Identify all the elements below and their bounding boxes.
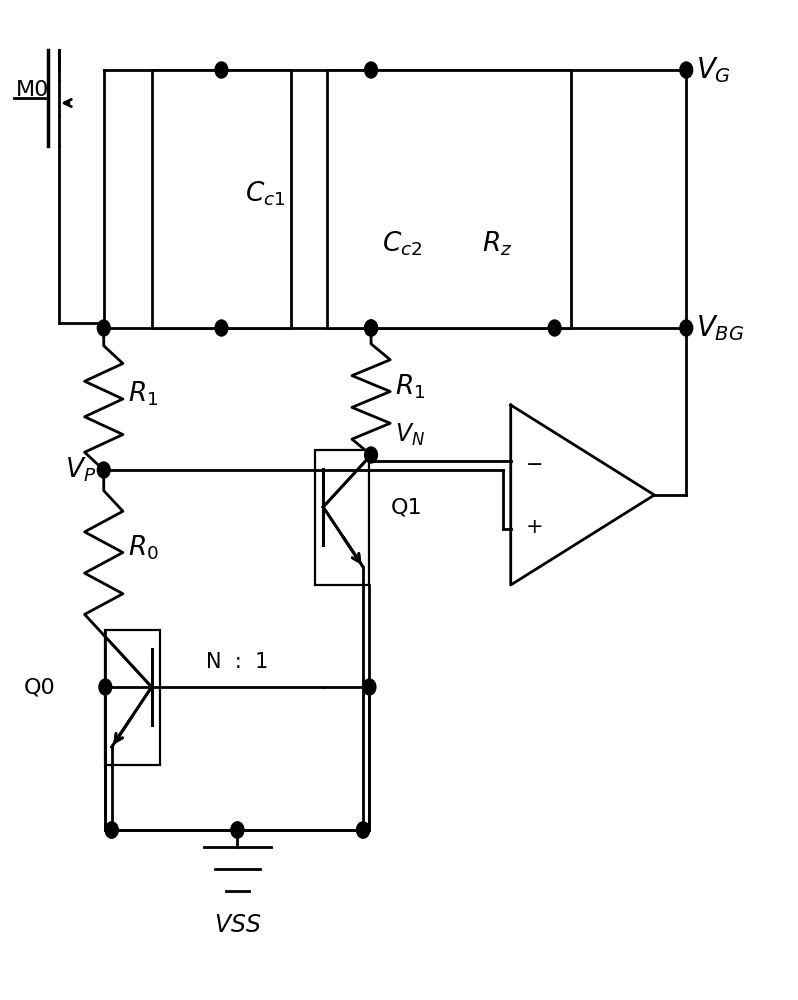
Text: $-$: $-$ — [525, 453, 543, 473]
Circle shape — [365, 447, 377, 463]
Circle shape — [357, 822, 369, 838]
Circle shape — [357, 822, 369, 838]
Text: Q0: Q0 — [24, 677, 56, 697]
Bar — [105, 630, 160, 765]
Bar — [315, 450, 369, 585]
Circle shape — [215, 62, 227, 78]
Text: $V_P$: $V_P$ — [65, 456, 96, 484]
Text: $V_G$: $V_G$ — [696, 55, 731, 85]
Circle shape — [680, 62, 693, 78]
Text: $V_N$: $V_N$ — [395, 422, 425, 448]
Text: $R_z$: $R_z$ — [482, 230, 512, 258]
Circle shape — [548, 320, 561, 336]
Circle shape — [231, 822, 244, 838]
Text: $R_0$: $R_0$ — [128, 533, 159, 562]
Circle shape — [99, 679, 112, 695]
Circle shape — [97, 320, 110, 336]
Circle shape — [231, 822, 244, 838]
Text: $VSS$: $VSS$ — [214, 913, 261, 937]
Circle shape — [365, 62, 377, 78]
Text: M0: M0 — [16, 80, 49, 100]
Text: N  :  1: N : 1 — [206, 652, 269, 672]
Circle shape — [365, 320, 377, 336]
Circle shape — [215, 320, 227, 336]
Text: $V_{BG}$: $V_{BG}$ — [696, 313, 745, 343]
Circle shape — [363, 679, 376, 695]
Text: $C_{c2}$: $C_{c2}$ — [381, 230, 422, 258]
Bar — [327, 70, 571, 328]
Bar — [152, 70, 291, 328]
Circle shape — [97, 462, 110, 478]
Text: $C_{c1}$: $C_{c1}$ — [246, 180, 286, 208]
Text: $R_1$: $R_1$ — [128, 380, 158, 408]
Circle shape — [105, 822, 118, 838]
Text: Q1: Q1 — [391, 497, 423, 517]
Circle shape — [680, 320, 693, 336]
Circle shape — [365, 320, 377, 336]
Text: $R_1$: $R_1$ — [395, 372, 425, 401]
Text: $+$: $+$ — [525, 517, 543, 537]
Circle shape — [105, 822, 118, 838]
